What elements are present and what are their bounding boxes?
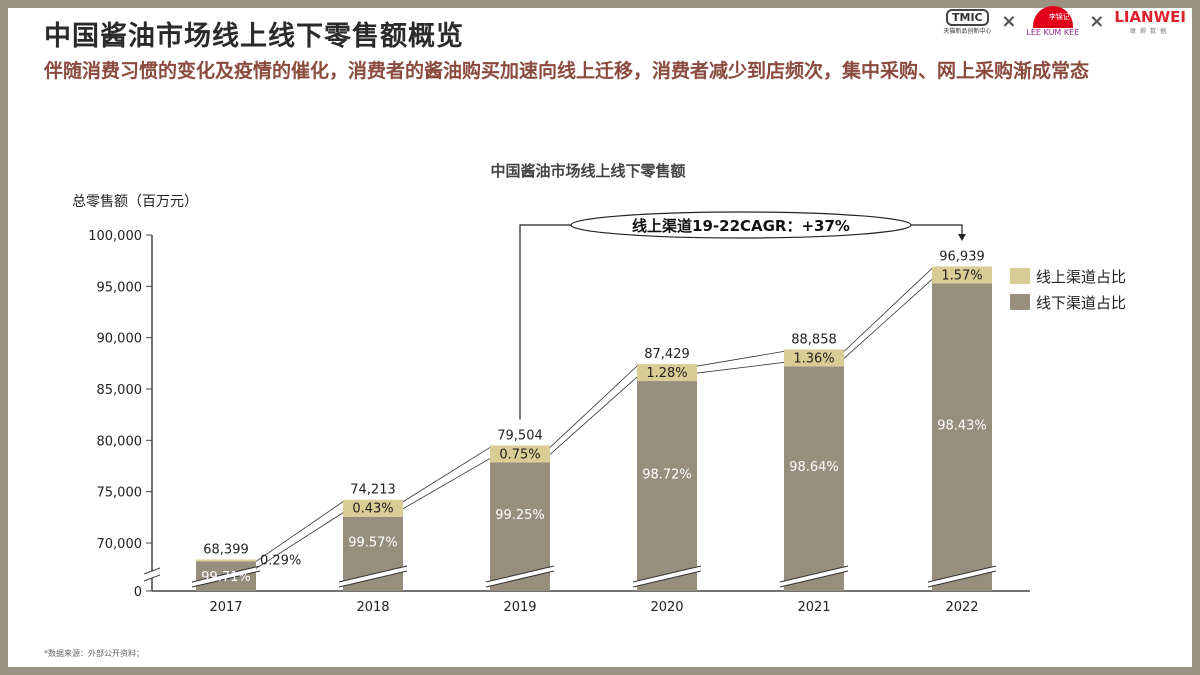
bar-online xyxy=(196,559,256,562)
tmic-logo: TMIC 天猫新品创新中心 xyxy=(943,8,992,35)
online-share-label: 0.29% xyxy=(260,553,301,568)
online-share-label: 0.43% xyxy=(352,502,393,517)
legend-label: 线下渠道占比 xyxy=(1036,294,1126,312)
offline-share-label: 98.72% xyxy=(642,468,692,483)
offline-share-label: 99.57% xyxy=(348,535,398,550)
trend-connector xyxy=(696,350,785,367)
bar-online xyxy=(637,364,697,382)
total-label: 88,858 xyxy=(791,332,837,347)
bar-break-mark xyxy=(485,570,555,588)
trend-connector xyxy=(843,268,933,352)
bar-online xyxy=(932,266,992,284)
total-label: 74,213 xyxy=(350,483,396,498)
axis-break-mark xyxy=(143,567,161,575)
lianwei-logo: LIANWEI 联蔚数据 xyxy=(1114,8,1186,35)
y-tick-label: 85,000 xyxy=(97,383,143,398)
offline-share-label: 98.64% xyxy=(789,460,839,475)
bar-offline xyxy=(784,366,844,591)
trend-connector xyxy=(549,376,638,455)
bar-break-mark xyxy=(632,570,702,588)
y-tick-label: 90,000 xyxy=(97,332,143,347)
x-tick-label: 2020 xyxy=(650,600,683,615)
lee-kum-kee-logo: 李锦记 LEE KUM KEE xyxy=(1026,6,1079,37)
partner-logos: TMIC 天猫新品创新中心 × 李锦记 LEE KUM KEE × LIANWEI 联… xyxy=(943,6,1186,37)
bar-break-gap xyxy=(928,566,996,587)
x-tick-label: 2017 xyxy=(209,600,242,615)
y-tick-label: 80,000 xyxy=(97,434,143,449)
bar-break-mark xyxy=(927,565,997,583)
bar-break-gap xyxy=(486,566,554,587)
offline-share-label: 98.43% xyxy=(937,419,987,434)
bar-break-mark xyxy=(779,570,849,588)
y-tick-label: 0 xyxy=(134,585,142,600)
trend-connector xyxy=(402,458,491,510)
bar-online xyxy=(490,445,550,463)
slide xyxy=(8,8,1192,667)
bar-break-gap xyxy=(780,566,848,587)
arrow-head-icon xyxy=(958,234,966,241)
separator: × xyxy=(1001,11,1017,32)
y-tick-label: 70,000 xyxy=(97,537,143,552)
legend-swatch xyxy=(1010,294,1030,310)
cagr-bracket xyxy=(519,224,963,420)
online-share-label: 1.28% xyxy=(646,366,687,381)
bar-break-gap xyxy=(339,566,407,587)
offline-share-label: 99.25% xyxy=(495,508,545,523)
x-tick-label: 2019 xyxy=(503,600,536,615)
y-axis-label: 总零售额（百万元） xyxy=(72,194,198,210)
data-source-note: *数据来源：外部公开资料； xyxy=(44,649,144,658)
bar-break-mark xyxy=(927,570,997,588)
online-share-label: 1.36% xyxy=(793,351,834,366)
trend-connector xyxy=(255,512,344,569)
bar-break-mark xyxy=(632,565,702,583)
y-tick-label: 100,000 xyxy=(88,229,142,244)
x-tick-label: 2018 xyxy=(356,600,389,615)
y-tick-label: 75,000 xyxy=(97,486,143,501)
cagr-ellipse xyxy=(570,211,912,239)
trend-connector xyxy=(549,365,638,448)
bar-offline xyxy=(637,381,697,591)
bar-break-mark xyxy=(779,565,849,583)
trend-connector xyxy=(255,501,344,562)
bar-break-mark xyxy=(191,570,261,588)
x-tick-label: 2022 xyxy=(945,600,978,615)
cagr-annotation: 线上渠道19-22CAGR：+37% xyxy=(632,217,850,235)
trend-connector xyxy=(402,447,491,503)
offline-share-label: 99.71% xyxy=(201,570,251,585)
page-title: 中国酱油市场线上线下零售额概览 xyxy=(44,21,464,52)
legend-swatch xyxy=(1010,268,1030,284)
page-subtitle: 伴随消费习惯的变化及疫情的催化，消费者的酱油购买加速向线上迁移，消费者减少到店频… xyxy=(44,60,1090,82)
total-label: 79,504 xyxy=(497,428,543,443)
bar-online xyxy=(343,499,403,517)
bar-break-mark xyxy=(338,570,408,588)
legend-label: 线上渠道占比 xyxy=(1036,268,1126,286)
bar-break-mark xyxy=(338,565,408,583)
total-label: 87,429 xyxy=(644,347,690,362)
total-label: 96,939 xyxy=(939,249,985,264)
y-tick-label: 95,000 xyxy=(97,280,143,295)
bar-offline xyxy=(932,283,992,591)
chart-title: 中国酱油市场线上线下零售额 xyxy=(490,162,685,180)
bar-break-mark xyxy=(485,565,555,583)
trend-connector xyxy=(696,361,785,374)
online-share-label: 1.57% xyxy=(941,268,982,283)
bar-break-mark xyxy=(191,565,261,583)
bar-online xyxy=(784,349,844,367)
bar-break-gap xyxy=(633,566,701,587)
bar-break-gap xyxy=(192,566,260,587)
x-tick-label: 2021 xyxy=(797,600,830,615)
axis-break-gap xyxy=(143,569,161,581)
online-share-label: 0.75% xyxy=(499,447,540,462)
axis-break-mark xyxy=(143,574,161,582)
trend-connector xyxy=(843,279,933,359)
total-label: 68,399 xyxy=(203,542,249,557)
separator: × xyxy=(1089,11,1105,32)
